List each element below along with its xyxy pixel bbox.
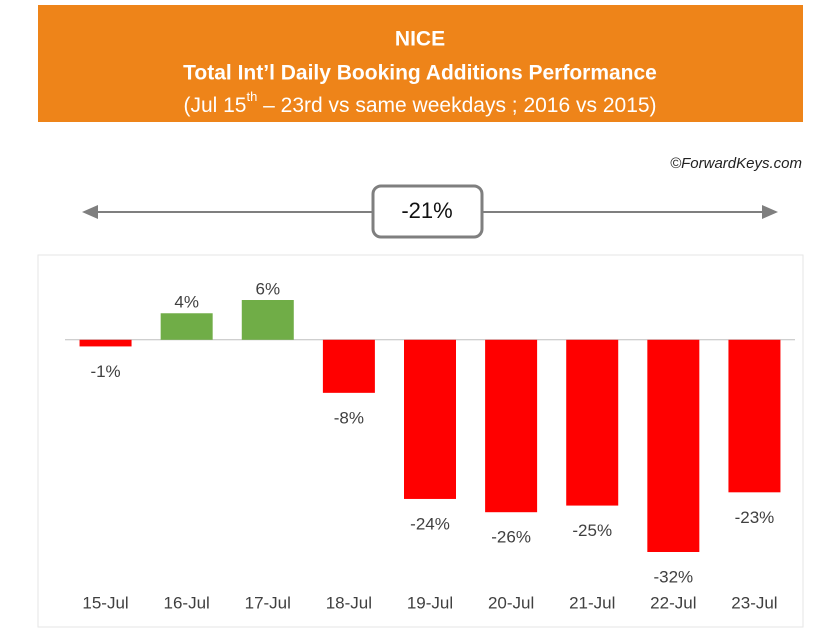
x-tick-label: 23-Jul (731, 593, 777, 612)
data-label: -1% (90, 362, 120, 381)
credit: ©ForwardKeys.com (670, 155, 802, 172)
data-label: -25% (572, 521, 612, 540)
data-label: -8% (334, 408, 364, 427)
bar (728, 339, 781, 493)
chart-title: NICE (395, 28, 445, 51)
x-tick-label: 17-Jul (245, 593, 291, 612)
data-label: 6% (255, 279, 280, 298)
bar (566, 339, 619, 506)
x-tick-label: 19-Jul (407, 593, 453, 612)
x-tick-label: 21-Jul (569, 593, 615, 612)
annotation: -21% (401, 198, 452, 223)
bar (160, 313, 213, 340)
chart-subtitle-line: Total Int’l Daily Booking Additions Perf… (183, 62, 657, 85)
data-label: 4% (174, 293, 199, 312)
annotation-box (371, 184, 484, 239)
data-label: -23% (735, 508, 775, 527)
subtitle-part: (Jul 15 (183, 94, 246, 117)
x-tick-label: 18-Jul (326, 593, 372, 612)
arrow-head (762, 205, 778, 219)
data-label: -26% (491, 528, 531, 547)
subtitle-superscript: th (246, 89, 257, 104)
chart-subtitle: (Jul 15th – 23rd vs same weekdays ; 2016… (183, 89, 656, 116)
x-tick-label: 15-Jul (82, 593, 128, 612)
bar (647, 339, 700, 552)
bar (404, 339, 456, 499)
arrow-head (82, 205, 98, 219)
subtitle-part: – 23rd vs same weekdays ; 2016 vs 2015) (257, 94, 656, 117)
bar (322, 339, 375, 393)
bar (485, 339, 538, 513)
title-banner (38, 5, 803, 122)
data-label: -24% (410, 514, 450, 533)
plot-frame (37, 254, 804, 628)
bar (241, 300, 294, 340)
x-tick-label: 22-Jul (650, 593, 696, 612)
bar (79, 339, 132, 347)
x-tick-label: 16-Jul (164, 593, 210, 612)
x-tick-label: 20-Jul (488, 593, 534, 612)
data-label: -32% (653, 567, 693, 586)
